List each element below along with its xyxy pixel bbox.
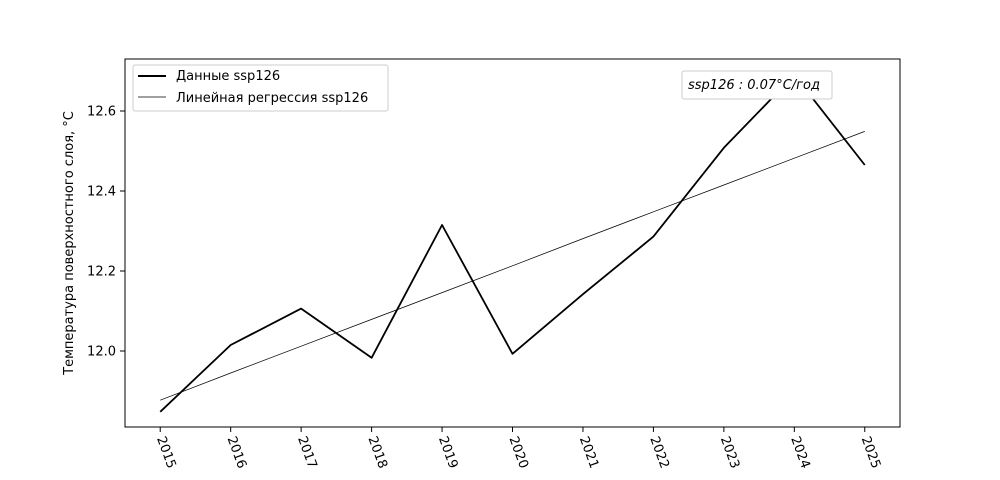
y-axis-label: Температура поверхностного слоя, °C <box>62 111 77 376</box>
legend-label-regression: Линейная регрессия ssp126 <box>176 91 368 106</box>
y-tick-label: 12.2 <box>87 265 116 280</box>
y-tick-label: 12.6 <box>87 105 116 120</box>
legend-box <box>132 64 389 112</box>
series-group <box>159 74 866 413</box>
x-tick-label: 2019 <box>435 434 460 470</box>
x-tick-label: 2024 <box>787 434 812 470</box>
x-tick-label: 2025 <box>858 434 883 470</box>
legend-label-data: Данные ssp126 <box>176 69 280 84</box>
x-tick-label: 2022 <box>646 434 671 470</box>
x-tick-label: 2020 <box>505 434 530 470</box>
x-tick-label: 2023 <box>717 434 742 470</box>
annotation-text: ssp126 : 0.07°C/год <box>688 78 820 93</box>
x-tick-label: 2018 <box>365 434 390 470</box>
trend-annotation: ssp126 : 0.07°C/год <box>681 70 833 100</box>
series-line-data <box>159 74 866 413</box>
x-tick-label: 2021 <box>576 434 601 470</box>
x-tick-label: 2016 <box>224 434 249 470</box>
series-line-regression <box>160 131 865 401</box>
legend: Данные ssp126 Линейная регрессия ssp126 <box>132 64 389 112</box>
y-tick-label: 12.0 <box>87 345 116 360</box>
x-tick-label: 2017 <box>294 434 319 470</box>
annotation-box <box>681 70 833 100</box>
y-tick-label: 12.4 <box>87 185 116 200</box>
plot-area <box>124 58 901 428</box>
x-tick-label: 2015 <box>153 434 178 470</box>
